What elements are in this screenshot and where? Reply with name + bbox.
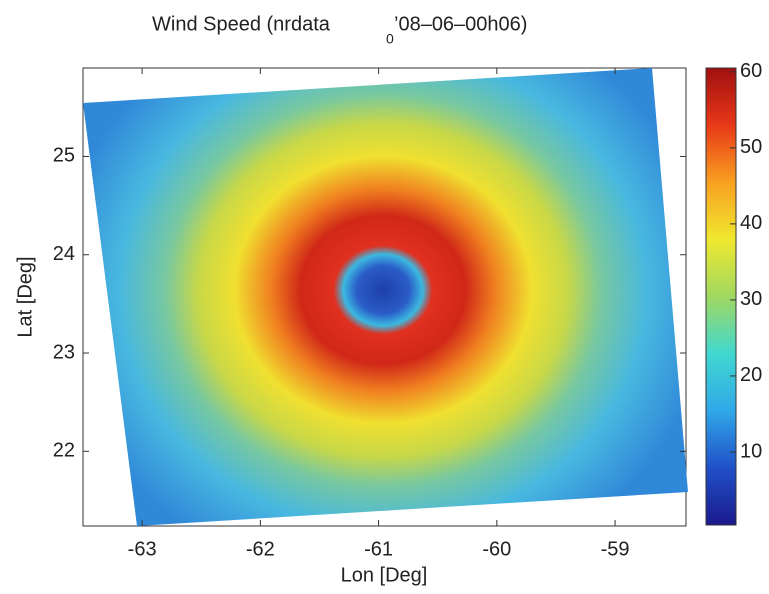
y-tick-label: 25 bbox=[53, 145, 75, 167]
page: Wind Speed (nrdata 0 ’08–06–00h06) Lon [… bbox=[0, 0, 769, 594]
x-tick-label: -63 bbox=[128, 538, 157, 560]
colorbar-tick-label: 60 bbox=[740, 60, 762, 82]
chart-title-subscript: 0 bbox=[386, 31, 394, 47]
y-axis-label: Lat [Deg] bbox=[14, 256, 36, 337]
wind-field bbox=[83, 68, 688, 526]
x-tick-label: -62 bbox=[246, 538, 275, 560]
colorbar-tick-label: 10 bbox=[740, 440, 762, 462]
x-tick-label: -61 bbox=[364, 538, 393, 560]
y-tick-label: 23 bbox=[53, 341, 75, 363]
colorbar-tick-label: 40 bbox=[740, 212, 762, 234]
chart: Wind Speed (nrdata 0 ’08–06–00h06) Lon [… bbox=[0, 0, 769, 589]
x-tick-label: -60 bbox=[482, 538, 511, 560]
chart-title: Wind Speed (nrdata bbox=[152, 13, 331, 35]
y-tick-label: 24 bbox=[53, 243, 75, 265]
x-tick-label: -59 bbox=[601, 538, 630, 560]
x-axis-label: Lon [Deg] bbox=[341, 564, 428, 586]
colorbar-tick-label: 20 bbox=[740, 364, 762, 386]
colorbar-tick-label: 50 bbox=[740, 136, 762, 158]
colorbar-tick-label: 30 bbox=[740, 288, 762, 310]
chart-title-suffix: ’08–06–00h06) bbox=[394, 13, 527, 35]
colorbar bbox=[706, 68, 736, 525]
y-tick-label: 22 bbox=[53, 440, 75, 462]
